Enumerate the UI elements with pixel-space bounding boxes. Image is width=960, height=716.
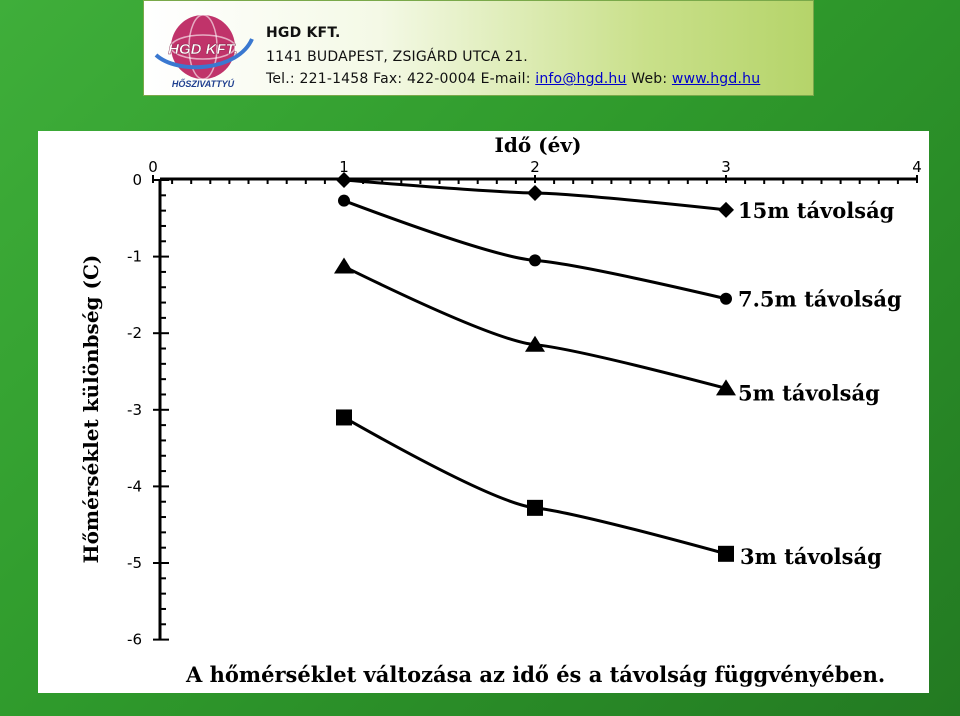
y-axis-title: Hőmérséklet különbség (C) xyxy=(79,255,103,564)
data-point-diamond xyxy=(527,185,543,202)
series-line-circle xyxy=(343,199,727,301)
chart-caption: A hőmérséklet változása az idő és a távo… xyxy=(185,662,885,687)
data-point-square xyxy=(527,499,543,516)
x-tick-label: 3 xyxy=(721,158,731,176)
chart-panel: 0 1 2 3 4 0 -1 -2 -3 -4 -5 -6 15m távolság 7.5m táv… xyxy=(38,131,929,693)
website-link[interactable]: www.hgd.hu xyxy=(671,71,761,87)
x-axis-title: Idő (év) xyxy=(495,133,582,157)
data-point-triangle xyxy=(525,335,545,352)
x-tick-label: 2 xyxy=(530,158,540,176)
company-header: HGD KFT. HŐSZIVATTYÚ HGD KFT. 1141 BUDAP… xyxy=(143,0,814,96)
company-address: 1141 BUDAPEST, ZSIGÁRD UTCA 21. xyxy=(266,49,528,65)
temperature-chart: 0 1 2 3 4 0 -1 -2 -3 -4 -5 -6 15m távolság 7.5m táv… xyxy=(79,133,922,687)
data-point-triangle xyxy=(334,257,354,274)
series-label: 3m távolság xyxy=(740,544,882,569)
x-tick-label: 0 xyxy=(148,158,158,176)
data-point-triangle xyxy=(716,379,736,396)
data-point-diamond xyxy=(336,172,352,188)
company-name: HGD KFT. xyxy=(266,25,341,41)
web-prefix: Web: xyxy=(626,71,672,87)
data-point-circle xyxy=(338,194,350,207)
company-contact: Tel.: 221-1458 Fax: 422-0004 E-mail: inf… xyxy=(266,71,760,87)
data-point-circle xyxy=(720,292,732,305)
series-label: 5m távolság xyxy=(738,380,880,405)
x-ticks: 0 1 2 3 4 xyxy=(148,158,922,184)
logo-text: HGD KFT. xyxy=(168,41,238,58)
y-tick-label: -5 xyxy=(127,554,142,572)
series-label: 15m távolság xyxy=(738,198,895,223)
x-tick-label: 4 xyxy=(912,158,922,176)
logo-subtext: HŐSZIVATTYÚ xyxy=(172,78,235,89)
y-ticks: 0 -1 -2 -3 -4 -5 -6 xyxy=(127,171,169,649)
data-point-square xyxy=(718,545,734,562)
x-tick-label: 1 xyxy=(339,158,349,176)
y-tick-label: -2 xyxy=(127,324,142,342)
y-tick-label: -3 xyxy=(127,401,142,419)
y-tick-label: -4 xyxy=(127,477,142,495)
y-tick-label: -6 xyxy=(127,631,142,649)
series-layer: 15m távolság 7.5m távolság 5m távolság 3m t… xyxy=(334,172,902,569)
company-logo: HGD KFT. HŐSZIVATTYÚ xyxy=(154,14,254,89)
contact-phone-fax: Tel.: 221-1458 Fax: 422-0004 E-mail: xyxy=(266,71,536,87)
data-point-diamond xyxy=(718,201,734,218)
y-tick-label: 0 xyxy=(132,171,142,189)
series-label: 7.5m távolság xyxy=(738,287,902,312)
email-link[interactable]: info@hgd.hu xyxy=(535,71,627,87)
data-point-circle xyxy=(529,254,541,267)
y-tick-label: -1 xyxy=(127,248,142,266)
data-point-square xyxy=(336,409,352,426)
series-line-square xyxy=(343,416,727,556)
